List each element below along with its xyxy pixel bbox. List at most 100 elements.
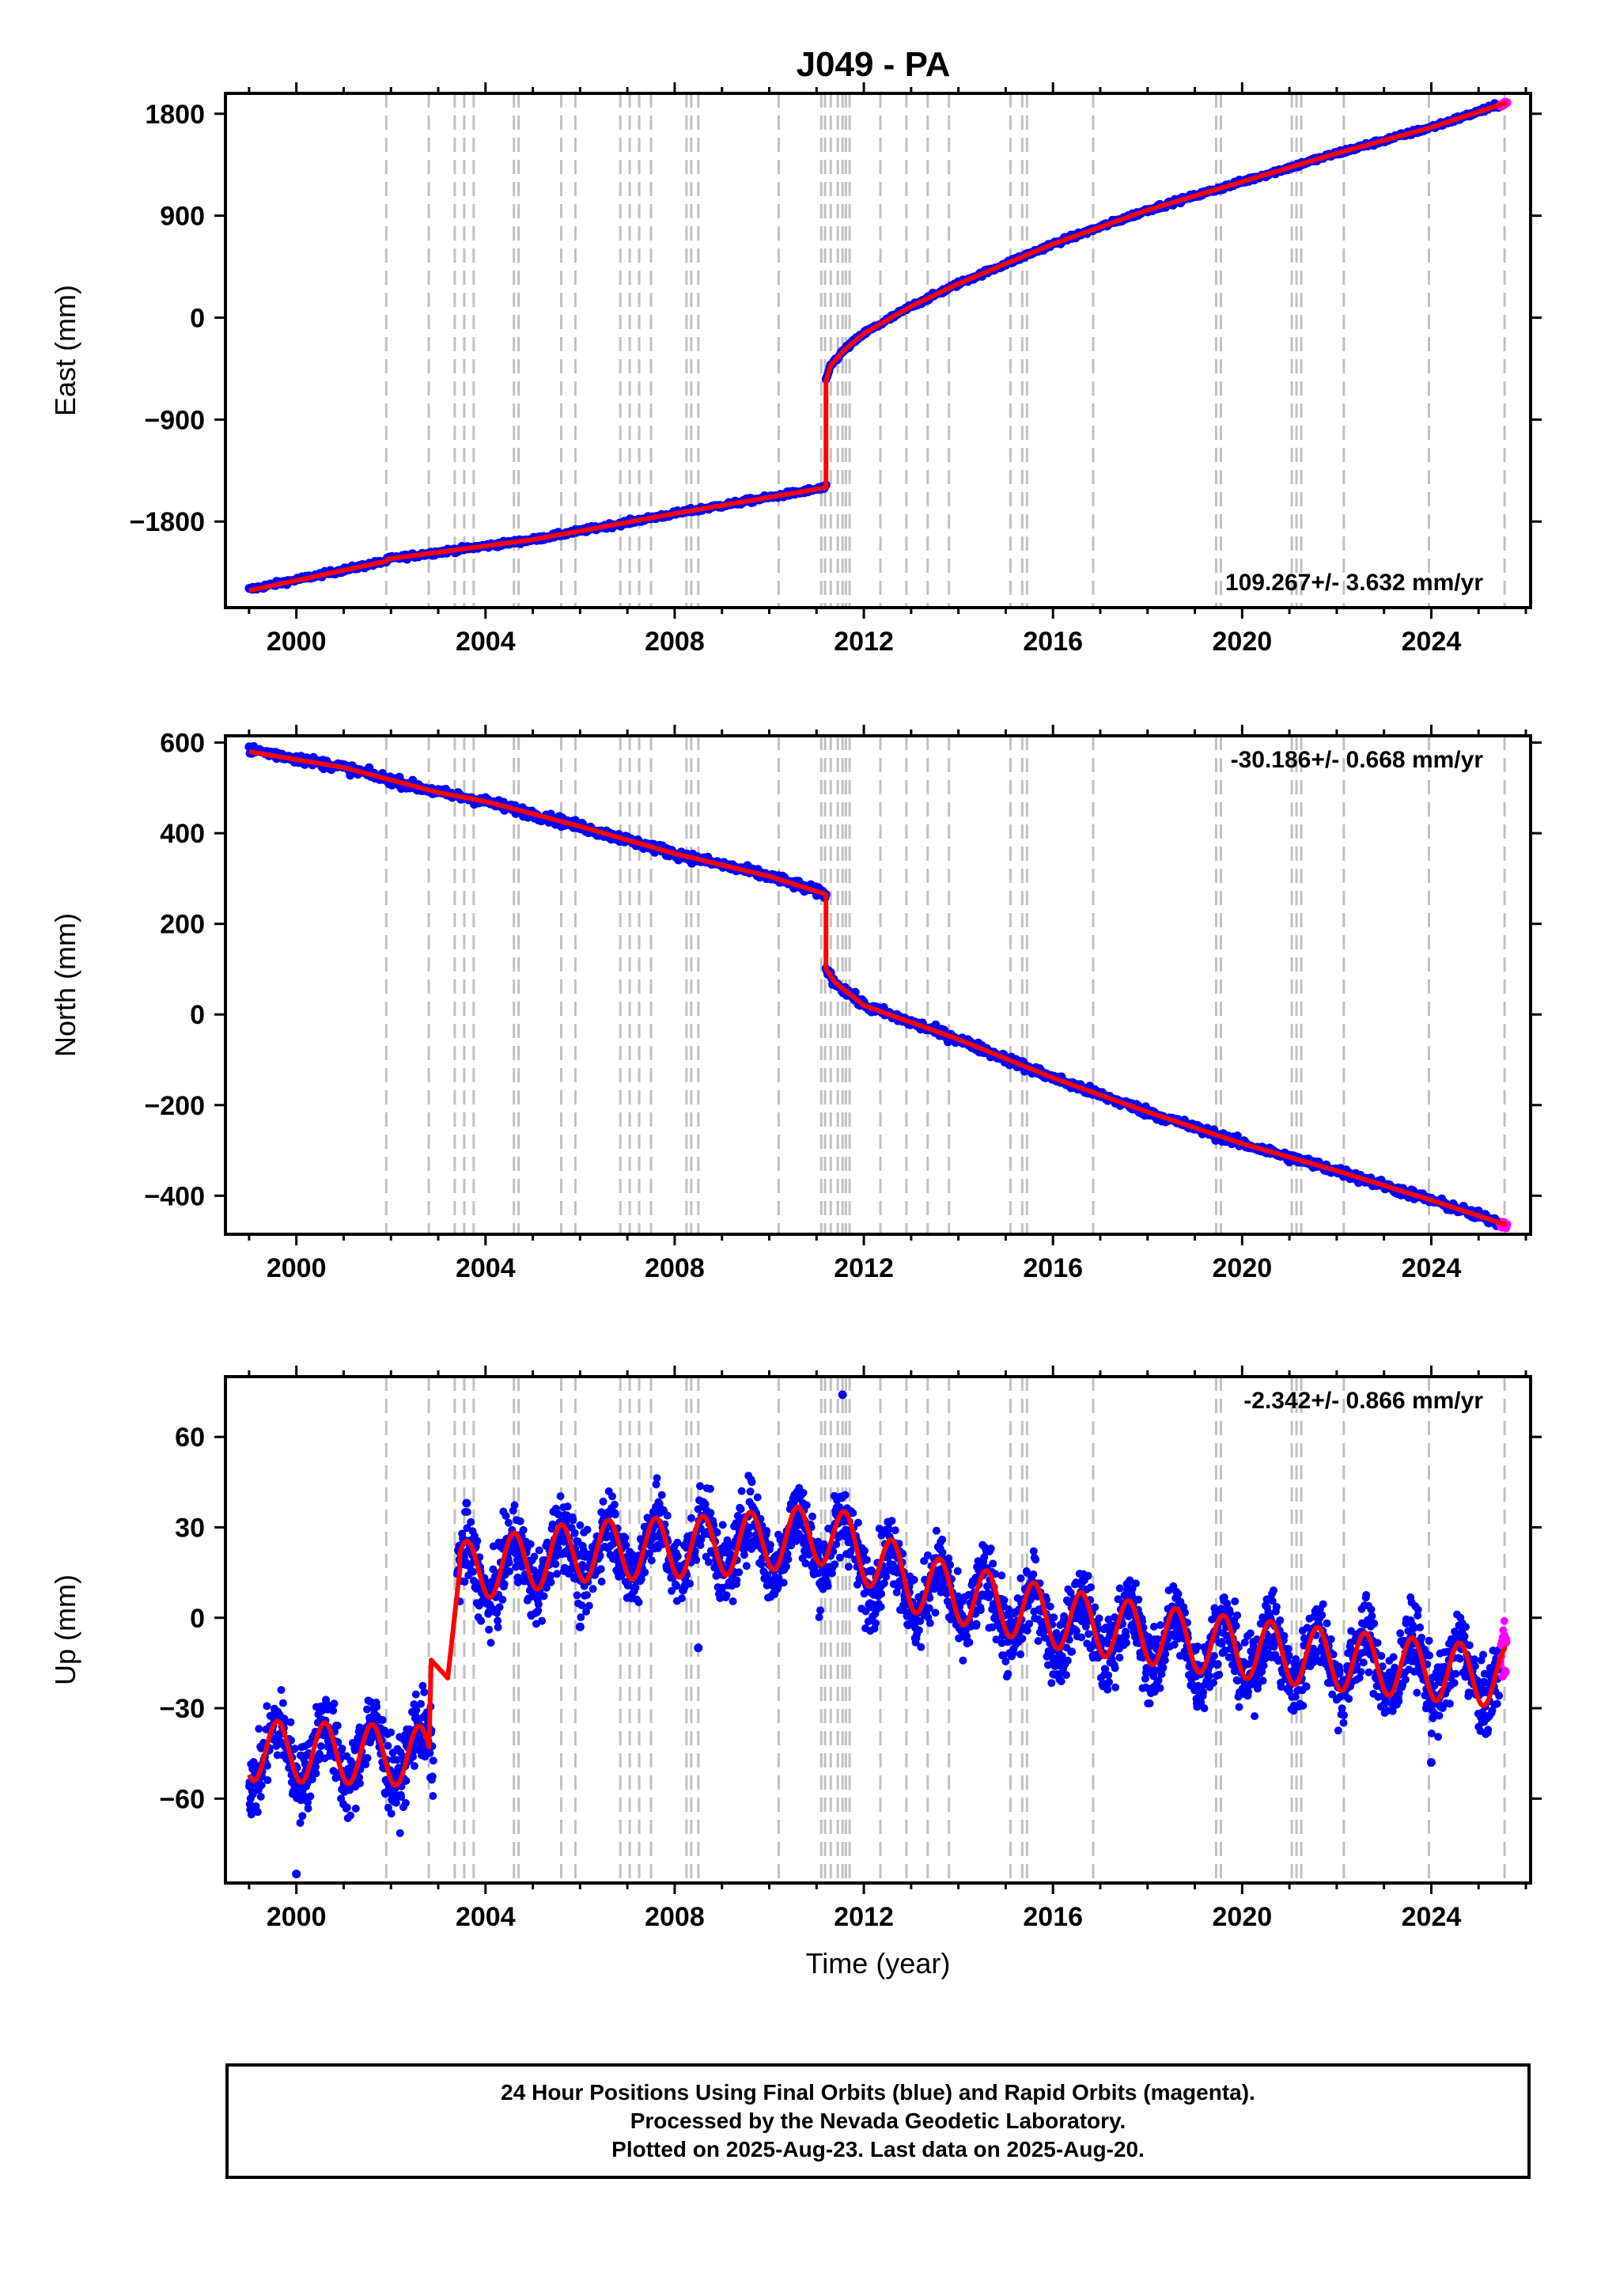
final-orbit-point (290, 1745, 299, 1753)
final-orbit-point (736, 1505, 745, 1514)
final-orbit-point (373, 1703, 381, 1711)
final-orbit-point (300, 1792, 308, 1801)
final-orbit-point (569, 1516, 577, 1525)
final-orbit-point (861, 1547, 869, 1555)
data-layer (244, 742, 1512, 1233)
final-orbit-point (553, 1570, 562, 1578)
final-orbit-point (634, 1598, 643, 1607)
final-orbit-point (596, 1565, 605, 1574)
panels-group: 2000 2004 2008 2012 2016 2020 2024−1800−900090… (49, 82, 1542, 1980)
final-orbit-point (673, 1538, 682, 1547)
final-orbit-point (315, 1749, 324, 1758)
y-tick-label: 0 (190, 1000, 205, 1030)
plot-frame (224, 734, 1532, 1236)
final-orbit-point (551, 1559, 560, 1568)
final-orbit-point (501, 1512, 510, 1520)
final-orbit-point (253, 1808, 262, 1817)
final-orbit-point (668, 1586, 676, 1595)
rate-label: -30.186+/- 0.668 mm/yr (1231, 747, 1484, 773)
final-orbit-point (753, 1493, 762, 1502)
equipment-change-lines (384, 736, 1506, 1234)
final-orbit-point (494, 1623, 502, 1631)
final-orbit-point (418, 1681, 427, 1690)
x-tick-label: 2004 (456, 627, 516, 657)
x-tick-label: 2020 (1213, 627, 1273, 657)
final-orbit-point (547, 1571, 555, 1580)
x-tick-label: 2020 (1213, 1253, 1273, 1283)
final-orbit-point (799, 1488, 808, 1497)
final-orbit-point (1000, 1596, 1009, 1605)
final-orbit-point (308, 1775, 316, 1783)
final-orbit-point (932, 1526, 941, 1535)
final-orbit-point (742, 1562, 751, 1570)
final-orbit-point (779, 1578, 788, 1587)
final-orbit-point (263, 1761, 271, 1770)
y-tick-label: −200 (144, 1091, 205, 1121)
final-orbit-point (1004, 1669, 1012, 1678)
final-orbit-point (965, 1638, 974, 1646)
final-orbit-point (486, 1639, 495, 1647)
y-axis-label: North (mm) (49, 913, 81, 1057)
final-orbit-point (330, 1699, 339, 1708)
final-orbit-point (583, 1591, 591, 1599)
final-orbit-point (888, 1517, 896, 1525)
final-orbit-point (722, 1591, 731, 1600)
final-orbit-point (542, 1583, 551, 1592)
x-tick-label: 2004 (456, 1253, 516, 1283)
final-orbit-point (585, 1601, 593, 1610)
final-orbit-point (304, 1798, 312, 1806)
final-orbit-point (428, 1772, 437, 1781)
final-orbit-point (316, 1742, 325, 1751)
final-orbit-point (278, 1699, 287, 1707)
final-orbit-point (748, 1544, 755, 1553)
x-tick-label: 2000 (267, 1253, 327, 1283)
final-orbit-point (397, 1793, 406, 1802)
final-orbit-point (972, 1620, 981, 1628)
final-orbit-point (986, 1544, 995, 1553)
final-orbit-point (1016, 1650, 1025, 1658)
final-orbit-point (387, 1728, 396, 1737)
y-axis-label: East (mm) (49, 285, 81, 416)
final-orbit-point (815, 1613, 823, 1622)
final-orbit-point (831, 1560, 839, 1569)
final-orbit-point (706, 1484, 714, 1493)
final-orbit-point (304, 1804, 312, 1813)
final-orbit-point (329, 1707, 338, 1715)
final-orbit-point (732, 1576, 741, 1585)
equipment-change-lines (384, 1377, 1506, 1883)
final-orbit-point (735, 1568, 744, 1577)
final-orbit-point (286, 1718, 295, 1726)
final-orbit-point (1001, 1657, 1010, 1665)
x-tick-label: 2008 (645, 627, 705, 657)
final-orbit-point (1031, 1555, 1040, 1564)
x-tick-label: 2008 (645, 1253, 705, 1283)
final-orbit-point (530, 1566, 538, 1574)
final-orbit-point (392, 1798, 400, 1807)
rate-label: 109.267+/- 3.632 mm/yr (1225, 570, 1483, 596)
final-orbit-point (959, 1656, 967, 1665)
data-layer (244, 1390, 1511, 1879)
final-orbit-point (417, 1699, 425, 1708)
final-orbit-point (498, 1595, 507, 1604)
final-orbit-point (256, 1792, 265, 1801)
final-orbit-point (1023, 1627, 1031, 1635)
final-orbit-point (248, 1790, 257, 1798)
final-orbit-point (505, 1518, 513, 1527)
panel-up: 2000 2004 2008 2012 2016 2020 2024−60−3003060U… (49, 1366, 1542, 1980)
x-axis: 2000 2004 2008 2012 2016 2020 2024 (248, 82, 1527, 657)
x-tick-label: 2016 (1023, 627, 1083, 657)
final-orbit-point (548, 1520, 557, 1529)
final-orbit-point (823, 1582, 832, 1590)
final-orbit-point (757, 1560, 766, 1569)
y-tick-label: 400 (160, 819, 205, 849)
final-orbit-point (914, 1626, 923, 1635)
x-tick-label: 2000 (267, 627, 327, 657)
final-orbit-point (801, 1559, 810, 1567)
final-orbit-point (513, 1578, 522, 1586)
final-orbit-point (535, 1546, 543, 1555)
y-tick-label: −900 (144, 405, 205, 435)
final-orbit-point (539, 1592, 548, 1601)
final-orbit-point (467, 1517, 475, 1526)
y-tick-label: −1800 (130, 507, 206, 537)
x-tick-label: 2024 (1402, 627, 1462, 657)
